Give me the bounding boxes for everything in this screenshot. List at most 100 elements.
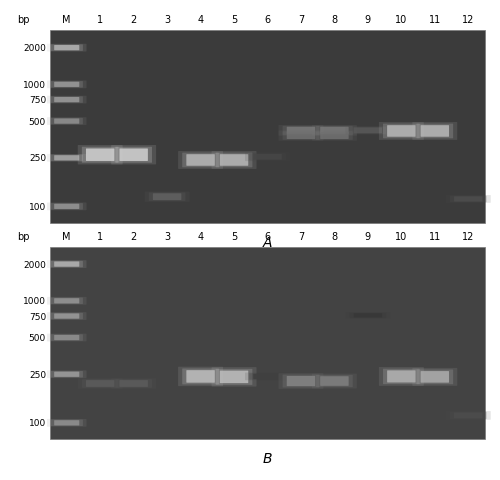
Bar [284,247,318,439]
FancyBboxPatch shape [182,369,219,384]
FancyBboxPatch shape [249,373,286,380]
Text: 1000: 1000 [23,297,46,306]
Bar [150,247,184,439]
FancyBboxPatch shape [354,313,382,318]
Text: 6: 6 [264,15,270,25]
Bar [50,247,84,439]
Bar [351,31,384,223]
FancyBboxPatch shape [54,314,80,319]
FancyBboxPatch shape [47,371,86,378]
Bar [218,31,251,223]
FancyBboxPatch shape [50,97,83,104]
FancyBboxPatch shape [446,196,490,204]
FancyBboxPatch shape [282,127,320,135]
Bar [50,31,84,223]
FancyBboxPatch shape [286,376,315,386]
FancyBboxPatch shape [120,149,148,162]
FancyBboxPatch shape [379,123,424,141]
FancyBboxPatch shape [454,413,482,419]
FancyBboxPatch shape [182,153,219,168]
FancyBboxPatch shape [254,374,281,379]
Bar [117,31,150,223]
FancyBboxPatch shape [54,262,80,267]
FancyBboxPatch shape [446,411,490,420]
Bar [84,31,117,223]
FancyBboxPatch shape [47,45,86,52]
FancyBboxPatch shape [286,133,315,140]
FancyBboxPatch shape [50,420,83,426]
FancyBboxPatch shape [54,98,80,103]
FancyBboxPatch shape [50,313,83,320]
FancyBboxPatch shape [278,126,324,136]
FancyBboxPatch shape [54,372,80,377]
FancyBboxPatch shape [383,369,420,384]
FancyBboxPatch shape [47,96,86,104]
FancyBboxPatch shape [50,82,83,88]
FancyBboxPatch shape [111,146,156,165]
FancyBboxPatch shape [54,83,80,88]
FancyBboxPatch shape [50,204,83,210]
Text: 250: 250 [29,154,46,163]
FancyBboxPatch shape [212,152,256,169]
FancyBboxPatch shape [346,312,391,319]
FancyBboxPatch shape [278,373,324,389]
Text: 100: 100 [29,419,46,427]
Bar [50,247,485,439]
FancyBboxPatch shape [412,123,458,141]
Bar [117,247,150,439]
FancyBboxPatch shape [86,380,115,387]
Text: 2000: 2000 [23,44,46,53]
FancyBboxPatch shape [54,204,80,209]
FancyBboxPatch shape [212,367,256,387]
Text: 3: 3 [164,15,170,25]
Text: 1: 1 [97,15,103,25]
Bar [218,247,251,439]
FancyBboxPatch shape [47,312,86,320]
Text: 6: 6 [264,231,270,241]
Text: bp: bp [18,231,30,241]
FancyBboxPatch shape [116,380,152,388]
FancyBboxPatch shape [47,155,86,162]
FancyBboxPatch shape [54,299,80,304]
Text: 4: 4 [198,231,203,241]
FancyBboxPatch shape [312,126,357,136]
FancyBboxPatch shape [82,380,118,388]
FancyBboxPatch shape [54,335,80,340]
Text: 9: 9 [365,15,371,25]
Text: 1: 1 [97,231,103,241]
FancyBboxPatch shape [47,419,86,427]
Bar [351,247,384,439]
Bar [50,31,485,223]
FancyBboxPatch shape [50,261,83,268]
Text: 2: 2 [130,15,137,25]
FancyBboxPatch shape [47,297,86,305]
Text: 7: 7 [298,231,304,241]
FancyBboxPatch shape [47,203,86,211]
Text: 11: 11 [428,231,441,241]
FancyBboxPatch shape [387,371,416,383]
Text: 3: 3 [164,231,170,241]
Text: 500: 500 [29,117,46,126]
FancyBboxPatch shape [312,131,357,142]
FancyBboxPatch shape [320,133,348,140]
FancyBboxPatch shape [245,153,290,162]
FancyBboxPatch shape [50,155,83,162]
FancyBboxPatch shape [320,128,348,134]
FancyBboxPatch shape [178,152,223,169]
FancyBboxPatch shape [350,313,386,318]
FancyBboxPatch shape [450,412,486,419]
FancyBboxPatch shape [54,46,80,51]
Text: 4: 4 [198,15,203,25]
Bar [318,31,351,223]
FancyBboxPatch shape [282,375,320,388]
FancyBboxPatch shape [86,149,115,162]
FancyBboxPatch shape [454,197,482,202]
Bar [452,31,485,223]
FancyBboxPatch shape [220,155,248,167]
Text: 9: 9 [365,231,371,241]
Text: 5: 5 [231,15,237,25]
Text: 10: 10 [395,231,407,241]
Text: 12: 12 [462,231,474,241]
FancyBboxPatch shape [249,154,286,161]
FancyBboxPatch shape [47,261,86,268]
